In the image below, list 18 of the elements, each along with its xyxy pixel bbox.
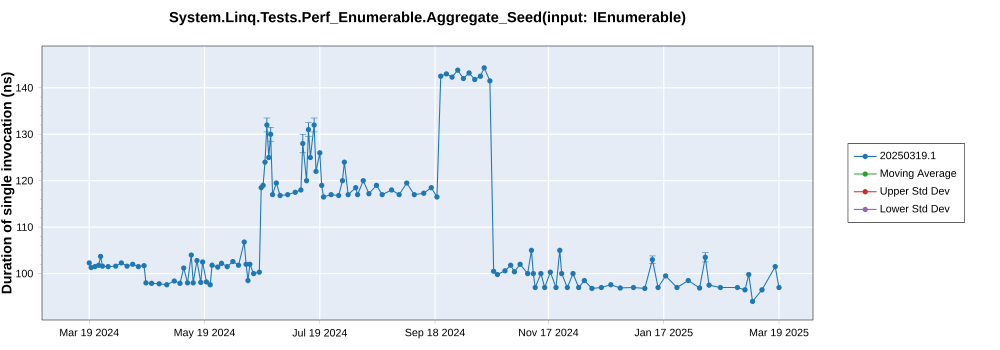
x-tick-label: Mar 19 2025 (750, 328, 808, 336)
legend-label: Moving Average (880, 169, 956, 180)
y-tick-label: 100 (16, 270, 33, 278)
x-tick-label: May 19 2024 (174, 328, 236, 338)
y-tick-label: 130 (16, 130, 33, 138)
x-tick-label: Jan 17 2025 (634, 328, 693, 336)
x-tick-label: Jul 19 2024 (292, 328, 348, 337)
y-tick-label: 110 (17, 223, 33, 231)
legend-label: 20250319.1 (880, 152, 936, 160)
y-tick-label: 120 (16, 176, 33, 184)
y-axis-title: Duration of single invocation (ns) (1, 72, 14, 294)
x-tick-label: Mar 19 2024 (60, 328, 119, 336)
x-tick-label: Nov 17 2024 (519, 328, 578, 336)
y-tick-label: 140 (16, 84, 33, 92)
legend-label: Upper Std Dev (880, 186, 950, 197)
chart-title: System.Linq.Tests.Perf_Enumerable.Aggregate_Seed(input: IEnumerable) (169, 12, 686, 26)
legend-label: Lower Std Dev (880, 204, 950, 212)
x-tick-label: Sep 18 2024 (405, 328, 465, 338)
